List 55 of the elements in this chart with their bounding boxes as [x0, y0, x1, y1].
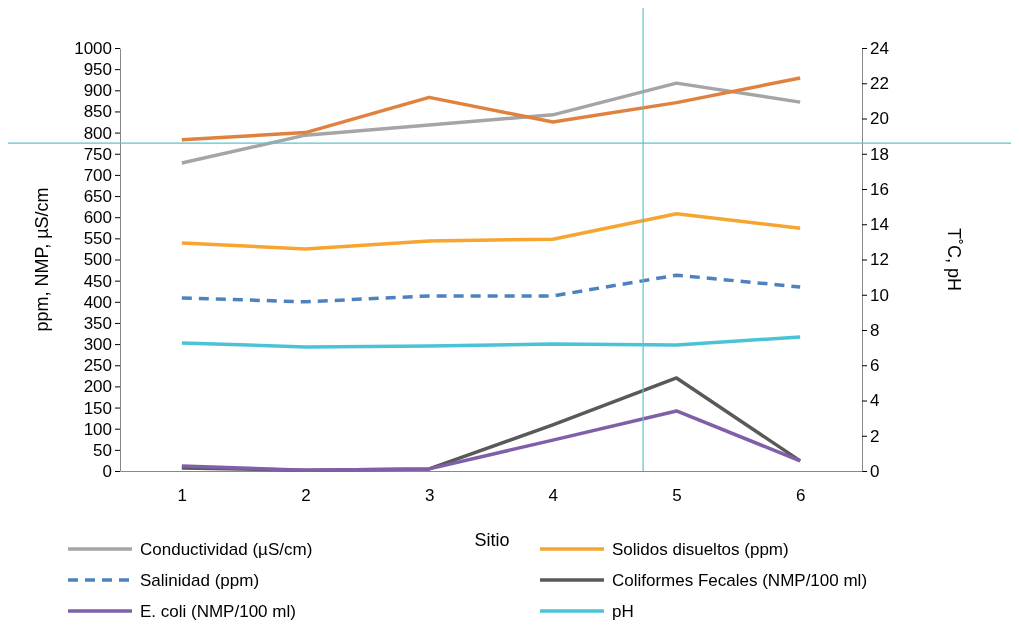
y-tick-label: 500 — [83, 250, 112, 270]
x-tick-label: 5 — [672, 486, 682, 506]
line-series — [180, 76, 802, 142]
y-tick-label: 800 — [83, 123, 112, 143]
y-tick-label: 150 — [83, 398, 112, 418]
y-tick-label: 300 — [83, 335, 112, 355]
y-tick-label: 600 — [83, 208, 112, 228]
y-tick-label: 850 — [83, 102, 112, 122]
y2-tick-label: 16 — [870, 179, 889, 199]
y-tick-label: 650 — [83, 186, 112, 206]
y-tick-label: 900 — [83, 81, 112, 101]
y2-tick-label: 12 — [870, 250, 889, 270]
x-tick-label: 2 — [301, 486, 311, 506]
line-series — [180, 409, 802, 472]
y-tick-label: 700 — [83, 165, 112, 185]
y2-tick-label: 14 — [870, 215, 889, 235]
x-tick-label: 4 — [548, 486, 559, 506]
y-tick-label: 1000 — [74, 38, 112, 58]
y2-tick-label: 6 — [870, 356, 880, 376]
line-series — [180, 81, 802, 165]
y-tick-label: 950 — [83, 60, 112, 80]
legend-label: Conductividad (µS/cm) — [140, 540, 313, 559]
y-tick-label: 400 — [83, 292, 112, 312]
y-tick-label: 200 — [83, 377, 112, 397]
y2-tick-label: 24 — [870, 38, 889, 58]
legend-label: E. coli (NMP/100 ml) — [140, 602, 296, 621]
y2-tick-label: 18 — [870, 144, 889, 164]
y2-tick-label: 2 — [870, 426, 880, 446]
y-tick-label: 100 — [83, 419, 112, 439]
x-tick-label: 1 — [177, 486, 188, 506]
legend-label: Salinidad (ppm) — [140, 571, 260, 590]
line-series — [180, 273, 802, 304]
y2-tick-label: 20 — [870, 109, 889, 129]
y-tick-label: 450 — [83, 271, 112, 291]
y-axis-title: ppm, NMP, µS/cm — [32, 187, 52, 332]
y-tick-label: 350 — [83, 313, 112, 333]
y2-tick-label: 22 — [870, 74, 889, 94]
y2-tick-label: 0 — [870, 461, 880, 481]
y2-tick-label: 8 — [870, 320, 880, 340]
x-tick-label: 3 — [424, 486, 435, 506]
legend-label: Solidos disueltos (ppm) — [612, 540, 789, 559]
line-series — [180, 335, 802, 349]
x-tick-label: 6 — [795, 486, 806, 506]
y-tick-label: 50 — [93, 440, 112, 460]
x-axis-title: Sitio — [474, 530, 510, 550]
y-tick-label: 0 — [102, 461, 112, 481]
y2-tick-label: 10 — [870, 285, 889, 305]
legend-label: Coliformes Fecales (NMP/100 ml) — [612, 571, 868, 590]
y-tick-label: 750 — [83, 144, 112, 164]
y2-tick-label: 4 — [870, 391, 880, 411]
y-tick-label: 550 — [83, 229, 112, 249]
y-tick-label: 250 — [83, 356, 112, 376]
y2-axis-title: T˚C, pH — [944, 228, 964, 291]
line-series — [180, 212, 802, 251]
legend-label: pH — [612, 602, 634, 621]
